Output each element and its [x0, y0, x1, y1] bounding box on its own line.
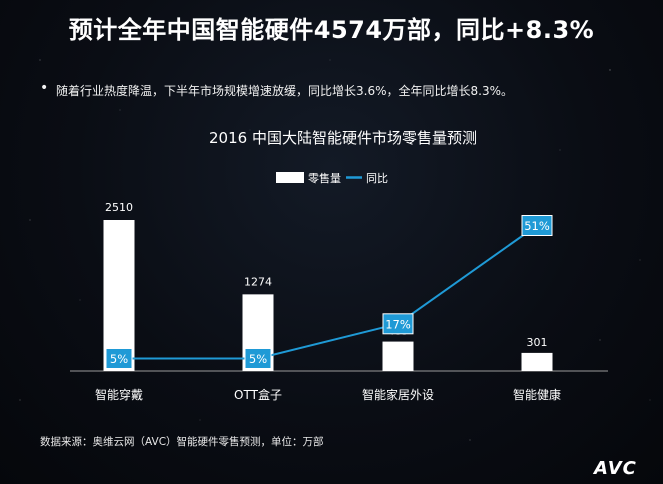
bar-value-label-0: 2510 — [105, 201, 133, 214]
category-label-0: 智能穿戴 — [95, 387, 143, 402]
yoy-label-box-1 — [244, 348, 272, 369]
legend: 零售量 同比 — [276, 171, 388, 185]
yoy-point-label-2: 17% — [385, 317, 411, 331]
category-label-2: 智能家居外设 — [362, 387, 434, 402]
headline: 预计全年中国智能硬件4574万部，同比+8.3% — [68, 16, 595, 44]
category-label-3: 智能健康 — [513, 387, 561, 402]
bar-value-label-3: 301 — [527, 336, 548, 349]
legend-bar-swatch — [276, 172, 304, 183]
note-bullet: • — [40, 80, 49, 96]
yoy-line — [119, 224, 538, 360]
yoy-label-box-3 — [521, 215, 553, 236]
avc-logo: AVC — [594, 458, 637, 479]
yoy-point-label-3: 51% — [524, 219, 550, 233]
source-note: 数据来源：奥维云网（AVC）智能硬件零售预测，单位：万部 — [40, 436, 324, 448]
bar-0 — [103, 220, 135, 371]
legend-line-label: 同比 — [366, 172, 388, 185]
legend-bar-label: 零售量 — [308, 171, 341, 185]
yoy-label-box-0 — [105, 348, 133, 369]
bar-2 — [382, 341, 414, 371]
category-label-1: OTT盒子 — [234, 387, 282, 402]
chart-title: 2016 中国大陆智能硬件市场零售量预测 — [209, 129, 477, 147]
bar-value-label-1: 1274 — [244, 275, 272, 288]
yoy-point-label-1: 5% — [249, 352, 267, 366]
yoy-label-box-2 — [382, 313, 414, 335]
yoy-point-label-0: 5% — [110, 352, 128, 366]
bar-3 — [521, 352, 553, 371]
note-text: 随着行业热度降温，下半年市场规模增速放缓，同比增长3.6%，全年同比增长8.3%… — [56, 84, 513, 98]
